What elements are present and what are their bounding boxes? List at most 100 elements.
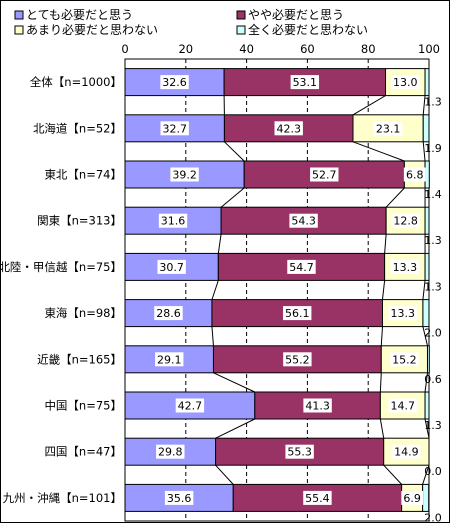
data-label: 14.9 bbox=[394, 446, 419, 459]
x-tick-label: 0 bbox=[121, 42, 128, 56]
plot-area bbox=[124, 58, 430, 522]
legend-label-3: あまり必要だと思わない bbox=[26, 23, 158, 37]
bar-segment bbox=[424, 206, 430, 235]
x-tick-label: 80 bbox=[361, 42, 376, 56]
series-line bbox=[422, 95, 426, 115]
data-label-bg bbox=[401, 490, 424, 505]
data-label: 1.4 bbox=[424, 188, 442, 201]
data-label: 13.0 bbox=[393, 76, 418, 89]
category-label: 東海【n=98】 bbox=[44, 306, 122, 320]
series-line bbox=[217, 234, 222, 254]
data-label: 55.3 bbox=[287, 446, 312, 459]
data-label: 12.8 bbox=[393, 215, 418, 228]
legend-swatch-1 bbox=[14, 10, 24, 20]
bar-segment bbox=[422, 483, 430, 512]
series-line bbox=[211, 280, 219, 300]
data-label: 2.0 bbox=[424, 327, 442, 340]
data-label: 41.3 bbox=[305, 400, 330, 413]
x-tick-label: 40 bbox=[239, 42, 254, 56]
series-line bbox=[422, 141, 426, 162]
category-label: 北陸・甲信越【n=75】 bbox=[1, 260, 122, 274]
legend-label-2: やや必要だと思う bbox=[248, 8, 344, 22]
series-line bbox=[422, 465, 430, 485]
data-label: 6.9 bbox=[403, 492, 421, 505]
series-line bbox=[213, 372, 256, 393]
category-label: 東北【n=74】 bbox=[44, 168, 122, 182]
series-line bbox=[220, 187, 245, 208]
data-label-bg bbox=[388, 398, 417, 413]
data-label-bg bbox=[157, 259, 186, 274]
series-line bbox=[211, 326, 214, 346]
series-line bbox=[383, 464, 403, 485]
bar-segment bbox=[426, 345, 430, 374]
data-label-bg bbox=[155, 352, 184, 367]
series-line bbox=[381, 280, 386, 300]
data-label-bg bbox=[310, 167, 339, 182]
data-label: 0.0 bbox=[424, 465, 442, 478]
data-label: 2.0 bbox=[424, 511, 442, 522]
data-label-bg bbox=[390, 259, 420, 274]
series-line bbox=[352, 95, 386, 116]
data-label: 30.7 bbox=[159, 261, 184, 274]
series-line bbox=[422, 326, 428, 346]
data-label-bg bbox=[156, 444, 185, 459]
data-label: 55.4 bbox=[305, 492, 330, 505]
data-label-bg bbox=[175, 398, 205, 413]
data-label: 6.8 bbox=[406, 169, 424, 182]
data-label: 29.8 bbox=[158, 446, 183, 459]
category-label: 四国【n=47】 bbox=[44, 445, 122, 459]
series-line bbox=[224, 141, 245, 162]
data-label-bg bbox=[390, 352, 419, 367]
legend-swatch-2 bbox=[236, 10, 246, 20]
data-label: 1.3 bbox=[424, 280, 442, 293]
legend-swatch-3 bbox=[14, 25, 24, 35]
series-line bbox=[384, 234, 387, 254]
data-label: 39.2 bbox=[172, 169, 197, 182]
data-label: 28.6 bbox=[156, 307, 181, 320]
data-label: 0.6 bbox=[424, 373, 442, 386]
data-label: 32.7 bbox=[162, 122, 187, 135]
data-label: 1.3 bbox=[424, 96, 442, 109]
bar-segment bbox=[424, 252, 430, 281]
data-label-bg bbox=[285, 444, 314, 459]
bar-segment bbox=[424, 160, 430, 189]
data-label: 23.1 bbox=[376, 122, 401, 135]
data-label: 32.6 bbox=[162, 76, 187, 89]
series-line bbox=[424, 372, 428, 393]
data-label-bg bbox=[289, 213, 318, 228]
data-label: 42.7 bbox=[178, 400, 203, 413]
data-label-bg bbox=[170, 167, 199, 182]
category-label: 全体【n=1000】 bbox=[30, 75, 122, 89]
x-tick-label: 60 bbox=[300, 42, 315, 56]
data-label: 35.6 bbox=[167, 492, 192, 505]
data-label-bg bbox=[388, 306, 417, 321]
data-label: 29.1 bbox=[157, 353, 182, 366]
legend-label-4: 全く必要だと思わない bbox=[248, 22, 368, 37]
bar-segment bbox=[352, 114, 424, 143]
data-label: 42.3 bbox=[276, 122, 301, 135]
series-line bbox=[379, 418, 385, 439]
bar-segment bbox=[422, 114, 430, 143]
series-line bbox=[379, 372, 382, 393]
category-label: 九州・沖縄【n=101】 bbox=[3, 491, 122, 505]
data-label-bg bbox=[303, 398, 332, 413]
data-label: 55.2 bbox=[285, 353, 310, 366]
data-label: 1.9 bbox=[424, 142, 442, 155]
data-label: 53.1 bbox=[293, 76, 318, 89]
data-label-bg bbox=[160, 75, 189, 90]
bar-segment bbox=[422, 299, 430, 328]
data-label: 56.1 bbox=[285, 307, 310, 320]
data-label: 54.3 bbox=[291, 215, 316, 228]
data-label-bg bbox=[391, 75, 420, 90]
data-label-bg bbox=[391, 213, 420, 228]
data-label-bg bbox=[283, 352, 312, 367]
data-label: 15.2 bbox=[392, 353, 417, 366]
data-label: 52.7 bbox=[312, 169, 337, 182]
bar-segment bbox=[380, 345, 428, 374]
x-tick-label: 100 bbox=[418, 42, 440, 56]
data-label-bg bbox=[158, 213, 188, 228]
data-label: 31.6 bbox=[161, 215, 186, 228]
data-label-bg bbox=[392, 444, 421, 459]
data-label-bg bbox=[373, 121, 403, 136]
